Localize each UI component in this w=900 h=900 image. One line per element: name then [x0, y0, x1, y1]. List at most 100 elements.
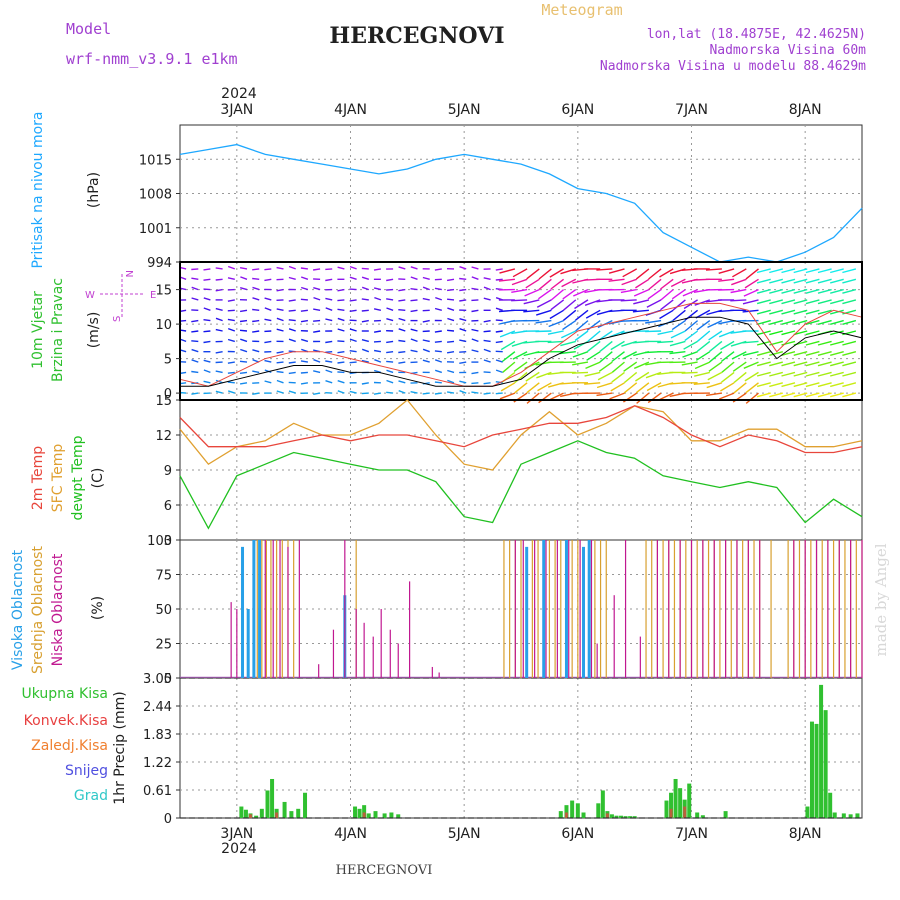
wind-arrow-598: [633, 288, 650, 297]
wind-arrow-138: [495, 369, 503, 374]
wind-arrow-633: [386, 278, 394, 282]
wind-arrow-571: [313, 287, 321, 291]
wind-arrow-669: [817, 278, 832, 284]
wind-arrow-489: [672, 309, 686, 321]
wind-arrow-358: [447, 329, 455, 332]
wind-arrow-407: [361, 319, 369, 323]
wind-arrow-6: [252, 392, 260, 395]
wind-arrow-189: [434, 359, 443, 363]
wind-arrow-522: [398, 299, 406, 302]
wind-arrow-307: [500, 340, 516, 351]
wind-arrow-80: [471, 382, 479, 385]
model-label: Model: [66, 20, 111, 38]
wind-arrow-581: [434, 287, 442, 291]
wind-arrow-682: [300, 267, 308, 270]
wind-arrow-150: [635, 371, 650, 382]
wind-arrow-463: [361, 309, 369, 312]
wind-arrow-523: [410, 299, 418, 302]
wind-arrow-290: [300, 338, 309, 343]
wind-arrow-727: [842, 268, 857, 274]
wind-arrow-298: [398, 339, 406, 343]
wind-arrow-157: [721, 371, 735, 383]
precip-bar-1-6: [683, 806, 687, 818]
wind-arrow-146: [584, 371, 601, 377]
wind-arrow-206: [633, 361, 650, 370]
wind-arrow-227: [215, 351, 223, 354]
wind-arrow-335: [842, 340, 857, 346]
wind-arrow-149: [623, 371, 638, 384]
wind-arrow-452: [227, 309, 235, 312]
wind-arrow-167: [842, 371, 857, 377]
wind-arrow-212: [708, 361, 723, 372]
precip-bar-0-14: [362, 805, 367, 818]
wind-arrow-642: [495, 278, 503, 281]
wind-arrow-478: [535, 309, 552, 316]
wind-arrow-405: [337, 317, 345, 322]
wind-arrow-691: [410, 266, 418, 270]
wind-arrow-134: [447, 369, 455, 374]
wind-arrow-537: [574, 299, 589, 310]
wind-arrow-614: [830, 288, 844, 294]
wind-arrow-626: [300, 276, 309, 280]
wind-arrow-520: [374, 296, 382, 301]
precip-bar-1-3: [564, 812, 568, 818]
wind-arrow-541: [620, 299, 637, 302]
wind-arrow-340: [227, 327, 236, 332]
wind-arrow-590: [537, 289, 552, 300]
wind-arrow-325: [720, 340, 735, 351]
wind-arrow-258: [586, 351, 601, 361]
wind-arrow-179: [313, 359, 321, 363]
wind-arrow-257: [572, 351, 589, 358]
wind-arrow-366: [535, 330, 552, 333]
wind-arrow-292: [325, 340, 333, 344]
precip-bar-0-13: [357, 808, 362, 818]
wind-arrow-396: [227, 318, 235, 322]
precip-bar-0-35: [669, 792, 674, 818]
precip-bar-1-5: [669, 808, 673, 818]
wind-arrow-11: [313, 392, 321, 395]
wind-arrow-248: [471, 349, 479, 353]
wind-arrow-239: [361, 348, 370, 353]
wind-arrow-39: [647, 392, 662, 404]
wind-arrow-270: [731, 351, 747, 360]
wind-arrow-404: [325, 318, 333, 322]
precip-bar-0-52: [855, 813, 860, 818]
wind-arrow-499: [793, 309, 808, 315]
wind-arrow-352: [373, 330, 382, 333]
wind-arrow-502: [830, 309, 844, 315]
wind-arrow-588: [511, 288, 528, 293]
wind-arrow-13: [337, 390, 345, 394]
wind-arrow-600: [660, 289, 674, 301]
wind-arrow-623: [264, 278, 272, 282]
ytick-label-4-3: 1.22: [143, 756, 172, 771]
wind-arrow-252: [512, 351, 528, 360]
wind-arrow-60: [227, 381, 235, 384]
wind-arrow-120: [276, 370, 284, 374]
wind-arrow-303: [459, 339, 467, 343]
wind-arrow-173: [239, 360, 248, 363]
wind-arrow-529: [483, 297, 491, 301]
wind-arrow-431: [645, 319, 662, 324]
wind-arrow-125: [337, 371, 345, 374]
wind-arrow-279: [842, 351, 857, 356]
wind-arrow-667: [793, 278, 808, 284]
wind-arrow-154: [681, 371, 698, 374]
wind-arrow-712: [659, 268, 674, 278]
wind-arrow-297: [386, 340, 394, 344]
wind-arrow-232: [276, 351, 284, 354]
wind-arrow-300: [422, 339, 430, 343]
wind-arrow-621: [240, 276, 248, 280]
wind-arrow-244: [422, 348, 430, 353]
wind-arrow-170: [203, 359, 211, 363]
wind-arrow-573: [337, 288, 345, 292]
wind-arrow-205: [623, 361, 638, 372]
wind-arrow-387: [793, 330, 808, 336]
wind-arrow-31: [548, 392, 564, 401]
wind-arrow-269: [720, 351, 735, 362]
wind-arrow-301: [434, 340, 442, 343]
wind-arrow-77: [434, 381, 442, 384]
wind-arrow-631: [361, 276, 370, 280]
wind-arrow-617: [191, 277, 199, 280]
wind-arrow-124: [325, 369, 333, 374]
wind-arrow-296: [373, 340, 381, 343]
